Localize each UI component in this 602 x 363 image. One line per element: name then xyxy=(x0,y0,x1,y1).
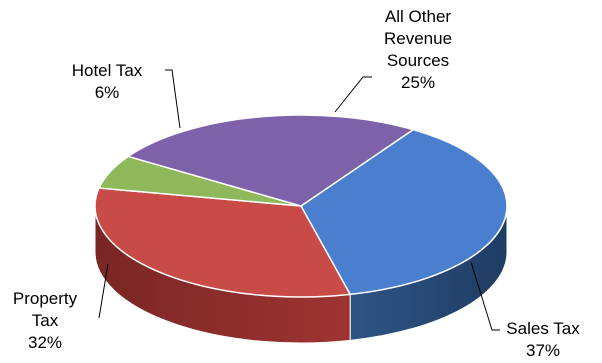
slice-percent-label: 37% xyxy=(526,341,560,360)
slice-name-label: All Other xyxy=(385,7,451,26)
leader-lines xyxy=(98,69,500,331)
leader-line-0 xyxy=(470,261,500,331)
slice-name-label: Sales Tax xyxy=(506,319,580,338)
slice-percent-label: 32% xyxy=(28,333,62,352)
pie-slice-0 xyxy=(300,128,508,296)
pie-slice-3 xyxy=(127,114,414,207)
slice-name-label: Tax xyxy=(32,311,59,330)
slice-name-label: Property xyxy=(13,289,78,308)
slice-name-label: Hotel Tax xyxy=(72,61,143,80)
leader-line-2 xyxy=(165,69,181,129)
pie-top-faces xyxy=(94,114,508,298)
slice-name-label: Revenue xyxy=(384,29,452,48)
slice-labels: Sales Tax 37% Property Tax 32% Hotel Tax 6% All… xyxy=(13,7,580,360)
slice-name-label: Sources xyxy=(387,51,449,70)
leader-line-3 xyxy=(334,76,372,113)
leader-line-1 xyxy=(98,263,109,319)
slice-percent-label: 6% xyxy=(95,83,120,102)
pie-slice-1 xyxy=(94,187,351,298)
slice-percent-label: 25% xyxy=(401,73,435,92)
